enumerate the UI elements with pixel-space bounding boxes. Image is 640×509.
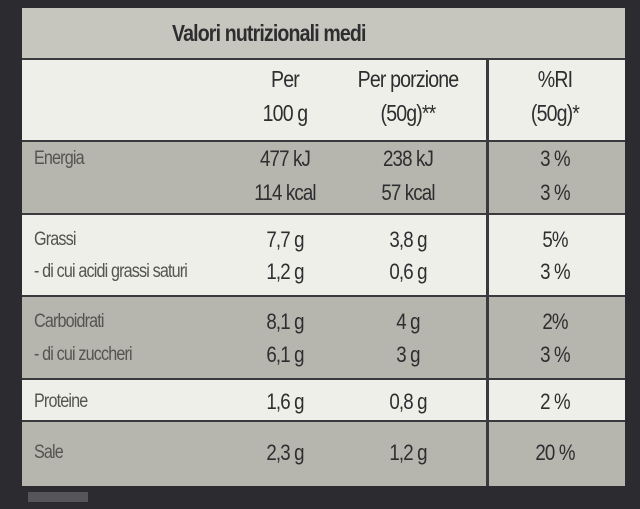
row-label: Sale bbox=[34, 442, 64, 463]
header-cell: Per bbox=[271, 66, 300, 92]
row-band bbox=[22, 380, 625, 420]
nutrition-label: Valori nutrizionali medi Per 100 g Per por… bbox=[22, 8, 625, 486]
row-label: Grassi bbox=[34, 229, 76, 250]
value-cell: 2% bbox=[542, 309, 568, 334]
title-band bbox=[22, 8, 625, 58]
value-cell: 3 % bbox=[540, 342, 571, 367]
value-cell: 3 g bbox=[396, 342, 420, 367]
row-band bbox=[22, 215, 625, 295]
column-separator bbox=[486, 60, 489, 486]
value-cell: 3,8 g bbox=[389, 227, 427, 252]
row-band bbox=[22, 142, 625, 213]
value-cell: 57 kcal bbox=[381, 180, 435, 205]
value-cell: 1,6 g bbox=[266, 389, 304, 414]
row-label: Proteine bbox=[34, 391, 88, 412]
value-cell: 3 % bbox=[540, 146, 571, 171]
value-cell: 2,3 g bbox=[266, 440, 304, 465]
value-cell: 4 g bbox=[396, 309, 420, 334]
value-cell: 114 kcal bbox=[254, 180, 316, 205]
value-cell: 5% bbox=[542, 227, 568, 252]
value-cell: 3 % bbox=[540, 180, 571, 205]
row-label: - di cui acidi grassi saturi bbox=[34, 261, 188, 282]
value-cell: 1,2 g bbox=[266, 259, 304, 284]
value-cell: 20 % bbox=[535, 440, 575, 465]
value-cell: 7,7 g bbox=[266, 227, 304, 252]
value-cell: 477 kJ bbox=[259, 146, 311, 171]
value-cell: 238 kJ bbox=[382, 146, 434, 171]
value-cell: 8,1 g bbox=[266, 309, 304, 334]
header-band bbox=[22, 60, 625, 140]
footnote-fragment bbox=[28, 492, 88, 502]
value-cell: 1,2 g bbox=[389, 440, 427, 465]
row-band bbox=[22, 297, 625, 378]
row-label: Carboidrati bbox=[34, 311, 104, 332]
header-cell: %RI bbox=[537, 66, 573, 92]
value-cell: 0,8 g bbox=[389, 389, 427, 414]
header-cell: Per porzione bbox=[357, 66, 460, 92]
value-cell: 2 % bbox=[540, 389, 571, 414]
row-label: Energia bbox=[34, 148, 85, 169]
row-band bbox=[22, 422, 625, 486]
title: Valori nutrizionali medi bbox=[172, 20, 366, 46]
header-cell: 100 g bbox=[262, 100, 309, 126]
header-cell: (50g)** bbox=[380, 100, 437, 126]
value-cell: 0,6 g bbox=[389, 259, 427, 284]
row-label: - di cui zuccheri bbox=[34, 344, 133, 365]
value-cell: 6,1 g bbox=[266, 342, 304, 367]
header-cell: (50g)* bbox=[530, 100, 580, 126]
value-cell: 3 % bbox=[540, 259, 571, 284]
